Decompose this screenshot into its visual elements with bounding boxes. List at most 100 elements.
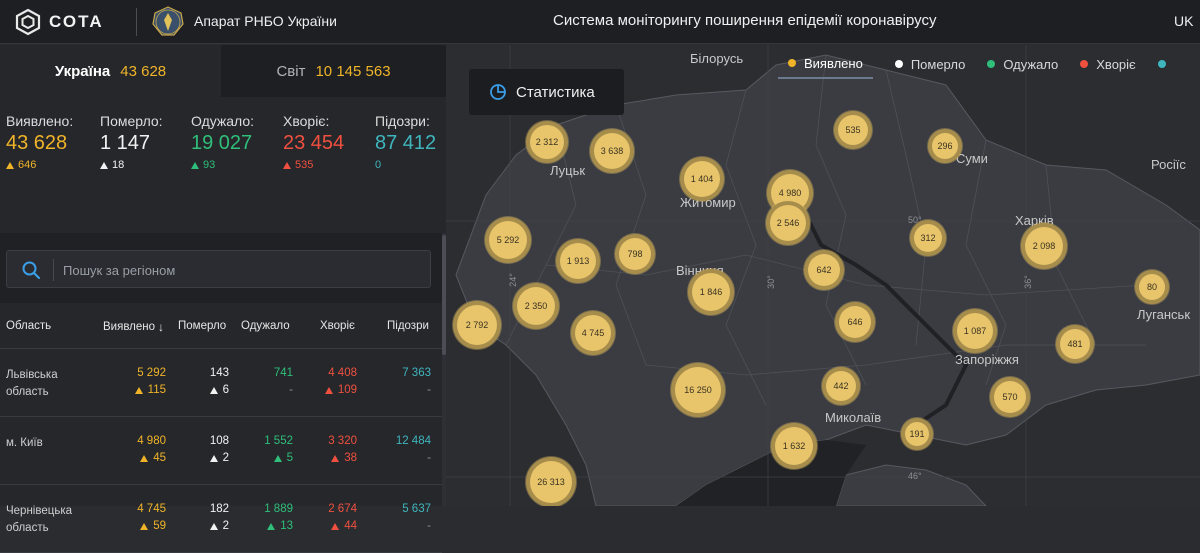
tab-world[interactable]: Світ 10 145 563 [221,45,446,97]
table-scroll-thumb[interactable] [442,235,446,355]
left-panel: Україна 43 628 Світ 10 145 563 Виявлено:… [0,45,446,553]
tab-ukraine-label: Україна [54,62,111,80]
case-bubble[interactable]: 5 292 [485,217,531,263]
pie-chart-icon [490,84,506,100]
case-bubble[interactable]: 312 [910,220,946,256]
search-input[interactable] [63,259,413,281]
case-bubble[interactable]: 2 312 [526,121,568,163]
table-row[interactable]: Львівська область 5 292 115 143 6 741- 4 4… [0,349,442,417]
legend-suspected[interactable] [1157,49,1174,79]
kpi-value: 1 147 [100,132,151,154]
table-scrollbar[interactable] [442,233,446,506]
red-dot-icon [1080,60,1089,68]
place-label: Миколаїв [825,410,882,425]
cell-value: 1 552 [264,435,293,447]
language-switch[interactable]: UK [1174,13,1194,29]
cell-value: 741 [273,367,293,379]
case-bubble[interactable]: 2 098 [1021,223,1067,269]
case-bubble[interactable]: 442 [822,367,860,405]
statistics-button[interactable]: Статистика [469,69,624,115]
sota-logo[interactable]: СОТА [14,7,104,37]
cell-delta: 2 [180,452,229,464]
map-panel[interactable]: 50° 24° 30° 36° 46° Білорусь Луцьк Житом… [446,45,1200,506]
kpi-delta: 535 [283,159,344,171]
cell-delta: 13 [240,520,293,532]
regions-table: Область Виявлено ↓ Померло Одужало Хворіє… [0,303,442,553]
place-label: Луцьк [550,163,586,178]
case-bubble[interactable]: 80 [1135,270,1169,304]
col-detected[interactable]: Виявлено ↓ [103,320,164,334]
case-bubble[interactable]: 3 638 [590,129,634,173]
cell-value: 108 [209,435,229,447]
col-recovered[interactable]: Одужало [241,320,290,332]
arrow-up-icon [100,161,108,169]
legend-died[interactable]: Померло [894,49,965,79]
cell-value: 7 363 [402,367,431,379]
cell-delta-value: - [427,384,431,396]
search-icon[interactable] [21,260,41,280]
case-bubble[interactable]: 1 404 [680,157,724,201]
case-bubble[interactable]: 26 313 [526,457,576,506]
case-bubble[interactable]: 16 250 [671,363,725,417]
legend-recovered[interactable]: Одужало [987,49,1058,79]
cell-delta-value: 45 [153,452,166,464]
cell-delta: 6 [180,384,229,396]
col-died[interactable]: Померло [178,320,227,332]
arrow-up-icon [331,522,340,530]
place-label: Білорусь [690,51,744,66]
case-bubble[interactable]: 1 632 [771,423,817,469]
header-divider [136,8,137,36]
table-row[interactable]: м. Київ 4 980 45 108 2 1 552 5 3 320 38 12 4… [0,417,442,485]
kpi-delta-value: 535 [295,159,314,171]
cell-delta: - [380,452,431,464]
case-bubble[interactable]: 191 [901,418,933,450]
sota-logo-icon [15,8,41,36]
case-bubble[interactable]: 570 [990,377,1030,417]
case-bubble[interactable]: 646 [835,302,875,342]
kpi-delta: 646 [6,159,73,171]
case-bubble[interactable]: 642 [804,250,844,290]
arrow-up-icon [134,386,143,394]
cell-value: 4 745 [137,503,166,515]
sort-down-icon: ↓ [158,320,165,334]
cell-value: 12 484 [395,435,431,447]
case-bubble[interactable]: 2 792 [453,301,501,349]
legend-label: Виявлено [804,55,863,71]
kpi-sick: Хворіє: 23 454 535 [283,113,344,171]
case-bubble[interactable]: 535 [834,111,872,149]
region-search[interactable] [6,250,431,288]
legend-sick[interactable]: Хворіє [1080,49,1136,79]
teal-dot-icon [1157,60,1166,68]
cell-delta-value: - [427,452,431,464]
grid-label: 36° [1022,275,1033,289]
case-bubble[interactable]: 4 745 [571,311,615,355]
tab-ukraine[interactable]: Україна 43 628 [0,45,221,97]
row-region: м. Київ [6,437,43,449]
table-row[interactable]: Чернівецька область 4 745 59 182 2 1 889 13… [0,485,442,553]
arrow-up-icon [191,161,199,169]
legend-detected[interactable]: Виявлено [778,49,873,79]
kpi-label: Померло: [100,113,163,129]
col-sick[interactable]: Хворіє [320,320,355,332]
legend-label: Хворіє [1096,56,1136,72]
arrow-up-icon [209,454,218,462]
case-bubble[interactable]: 481 [1056,325,1094,363]
case-bubble[interactable]: 798 [615,234,655,274]
col-region[interactable]: Область [6,320,52,332]
cell-died: 108 2 [180,435,229,464]
col-suspected[interactable]: Підозри [387,320,429,332]
cell-delta-value: 13 [280,520,293,532]
case-bubble[interactable]: 2 546 [766,201,810,245]
arrow-up-icon [331,454,340,462]
cell-delta-value: 44 [344,520,357,532]
case-bubble[interactable]: 296 [928,129,962,163]
col-detected-label: Виявлено [103,321,156,333]
black-sea [676,440,866,506]
case-bubble[interactable]: 1 913 [556,239,600,283]
yellow-dot-icon [788,59,796,67]
cell-delta-value: 2 [222,520,229,532]
case-bubble[interactable]: 1 087 [953,309,997,353]
case-bubble[interactable]: 2 350 [513,283,559,329]
cell-value: 5 292 [137,367,166,379]
case-bubble[interactable]: 1 846 [688,269,734,315]
